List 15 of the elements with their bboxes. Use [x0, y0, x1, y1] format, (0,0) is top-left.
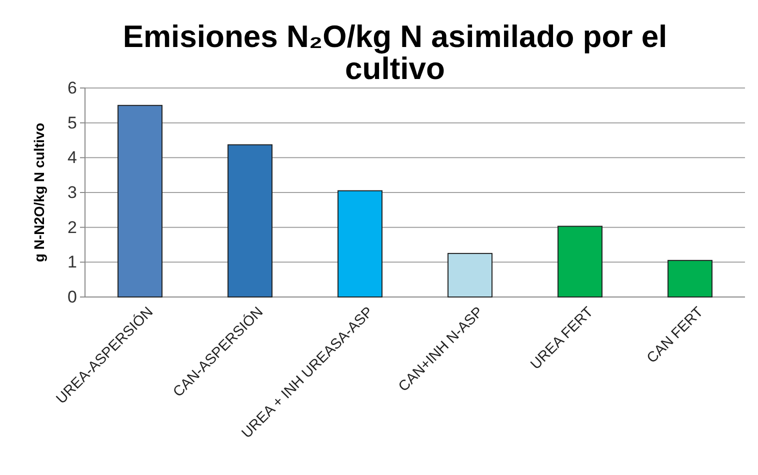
y-tick-label: 5	[68, 113, 77, 132]
y-tick-label: 4	[68, 148, 77, 168]
bar	[668, 260, 712, 298]
bar	[118, 104, 162, 298]
chart-title: Emisiones N₂O/kg N asimilado por el cultivo	[122, 19, 668, 86]
y-tick-label: 0	[68, 287, 77, 306]
y-tick-label: 6	[68, 78, 77, 98]
bar	[228, 144, 272, 298]
y-tick-label: 3	[68, 182, 77, 202]
y-tick-label: 2	[68, 218, 77, 237]
y-tick-label: 1	[68, 252, 77, 272]
bar	[448, 252, 492, 298]
y-axis-title: g N-N2O/kg N cultivo	[31, 122, 47, 262]
bar	[558, 226, 602, 298]
bar	[338, 190, 382, 298]
